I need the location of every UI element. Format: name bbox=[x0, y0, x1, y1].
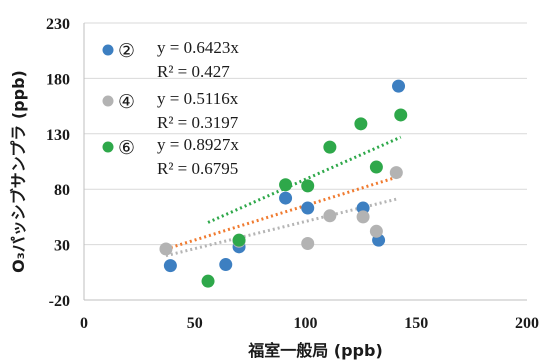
legend-equation: y = 0.5116x bbox=[157, 89, 239, 108]
y-tick-label: 30 bbox=[54, 238, 70, 255]
data-point bbox=[201, 274, 215, 288]
y-tick-label: 180 bbox=[46, 71, 70, 88]
x-tick-label: 150 bbox=[404, 315, 428, 332]
axes bbox=[83, 23, 527, 301]
legend-marker bbox=[102, 95, 114, 107]
y-tick-label: -20 bbox=[49, 293, 70, 310]
data-point bbox=[323, 209, 337, 223]
x-tick-label: 200 bbox=[515, 315, 539, 332]
y-tick-labels: -20 30 80 130 180 230 bbox=[46, 16, 70, 310]
data-point bbox=[301, 201, 315, 215]
legend-series-name: ④ bbox=[118, 91, 135, 113]
data-point bbox=[232, 233, 246, 247]
data-point bbox=[301, 179, 315, 193]
trendlines bbox=[165, 135, 402, 258]
data-point bbox=[389, 166, 403, 180]
legend-marker bbox=[102, 44, 114, 56]
data-point bbox=[219, 258, 233, 272]
data-points bbox=[159, 79, 408, 288]
trendline bbox=[165, 174, 402, 251]
legend-r-squared: R² = 0.6795 bbox=[157, 159, 238, 178]
x-axis-title: 福室一般局 (ppb) bbox=[247, 341, 383, 360]
y-axis-title: O₃パッシブサンプラ (ppb) bbox=[9, 70, 28, 273]
trendline bbox=[207, 135, 402, 224]
data-point bbox=[301, 236, 315, 250]
x-tick-labels: 0 50 100 150 200 bbox=[80, 315, 539, 332]
data-point bbox=[356, 210, 370, 224]
gridlines bbox=[84, 22, 527, 246]
y-tick-label: 80 bbox=[54, 182, 70, 199]
data-point bbox=[369, 224, 383, 238]
data-point bbox=[163, 259, 177, 273]
legend-r-squared: R² = 0.3197 bbox=[157, 113, 239, 132]
y-tick-label: 130 bbox=[46, 127, 70, 144]
legend-equation: y = 0.6423x bbox=[157, 38, 239, 57]
data-point bbox=[279, 191, 293, 205]
legend-r-squared: R² = 0.427 bbox=[157, 62, 230, 81]
data-point bbox=[323, 140, 337, 154]
x-tick-label: 0 bbox=[80, 315, 88, 332]
legend-series-name: ⑥ bbox=[118, 137, 135, 159]
x-tick-label: 100 bbox=[294, 315, 318, 332]
data-point bbox=[354, 117, 368, 131]
legend-marker bbox=[102, 141, 114, 153]
data-point bbox=[279, 178, 293, 192]
data-point bbox=[394, 108, 408, 122]
y-tick-label: 230 bbox=[46, 16, 70, 33]
data-point bbox=[159, 242, 173, 256]
legend-equation: y = 0.8927x bbox=[157, 135, 239, 154]
x-tick-label: 50 bbox=[187, 315, 203, 332]
data-point bbox=[369, 160, 383, 174]
data-point bbox=[392, 79, 406, 93]
legend: ② y = 0.6423x R² = 0.427 ④ y = 0.5116x R² = 0… bbox=[102, 38, 239, 178]
legend-series-name: ② bbox=[118, 40, 135, 62]
